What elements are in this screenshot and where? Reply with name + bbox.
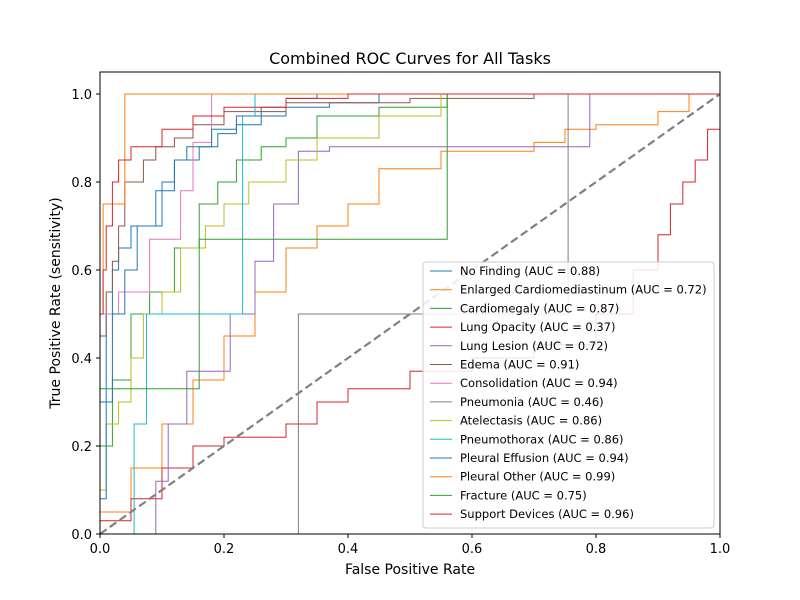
chance-diagonal-line bbox=[99, 93, 721, 535]
legend-label-8: Atelectasis (AUC = 0.86) bbox=[460, 414, 602, 428]
legend-label-9: Pneumothorax (AUC = 0.86) bbox=[460, 432, 624, 446]
y-axis-ticks: 0.0 0.2 0.4 0.6 0.8 1.0 bbox=[71, 88, 100, 543]
x-tick-label: 1.0 bbox=[710, 542, 731, 557]
legend-label-7: Pneumonia (AUC = 0.46) bbox=[460, 395, 604, 409]
chart-title: Combined ROC Curves for All Tasks bbox=[269, 49, 551, 68]
y-tick-label: 0.4 bbox=[71, 352, 92, 367]
y-tick-label: 0.2 bbox=[71, 440, 92, 455]
y-tick-label: 1.0 bbox=[71, 88, 92, 103]
x-tick-label: 0.8 bbox=[586, 542, 607, 557]
roc-curve-4 bbox=[100, 93, 720, 535]
roc-curve-8 bbox=[99, 93, 720, 534]
roc-curve-9 bbox=[100, 93, 720, 535]
legend-label-1: Enlarged Cardiomediastinum (AUC = 0.72) bbox=[460, 283, 707, 297]
legend-label-13: Support Devices (AUC = 0.96) bbox=[460, 507, 634, 521]
x-tick-label: 0.4 bbox=[338, 542, 359, 557]
legend-label-11: Pleural Other (AUC = 0.99) bbox=[460, 470, 615, 484]
legend-label-6: Consolidation (AUC = 0.94) bbox=[460, 376, 618, 390]
x-axis-label: False Positive Rate bbox=[345, 562, 475, 578]
legend-label-2: Cardiomegaly (AUC = 0.87) bbox=[460, 301, 619, 315]
legend: No Finding (AUC = 0.88) Enlarged Cardiome… bbox=[422, 261, 715, 529]
legend-label-3: Lung Opacity (AUC = 0.37) bbox=[460, 320, 615, 334]
x-tick-label: 0.0 bbox=[90, 542, 111, 557]
y-tick-label: 0.6 bbox=[71, 264, 92, 279]
plot-frame bbox=[99, 71, 721, 535]
roc-curve-12 bbox=[99, 93, 720, 534]
legend-label-12: Fracture (AUC = 0.75) bbox=[460, 488, 587, 502]
roc-curve-13 bbox=[99, 93, 720, 534]
x-tick-label: 0.2 bbox=[214, 542, 235, 557]
legend-label-10: Pleural Effusion (AUC = 0.94) bbox=[460, 451, 629, 465]
legend-box bbox=[422, 261, 715, 529]
legend-label-5: Edema (AUC = 0.91) bbox=[460, 358, 579, 372]
y-axis-label: True Positive Rate (sensitivity) bbox=[48, 197, 64, 409]
legend-label-4: Lung Lesion (AUC = 0.72) bbox=[460, 339, 608, 353]
legend-label-0: No Finding (AUC = 0.88) bbox=[460, 264, 600, 278]
x-tick-label: 0.6 bbox=[462, 542, 483, 557]
y-tick-label: 0.8 bbox=[71, 176, 92, 191]
y-tick-label: 0.0 bbox=[71, 528, 92, 543]
x-axis-ticks: 0.0 0.2 0.4 0.6 0.8 1.0 bbox=[90, 534, 731, 557]
